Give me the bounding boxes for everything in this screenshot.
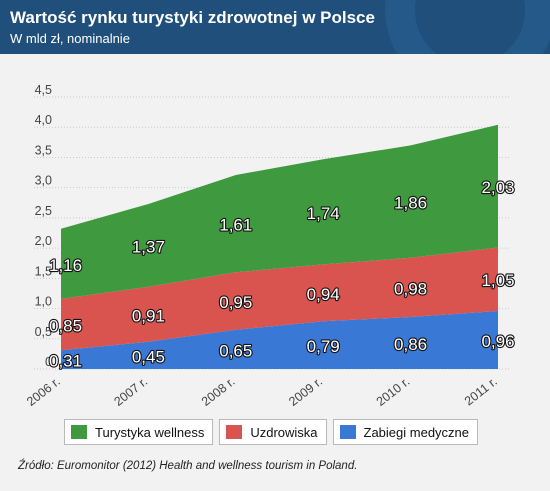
y-tick-label: 2,5 (35, 204, 52, 218)
data-label: 0,98 (394, 279, 427, 298)
data-label: 0,65 (219, 341, 252, 360)
x-tick-label: 2009 r. (286, 374, 325, 409)
header-decoration (385, 0, 550, 54)
chart-legend: Turystyka wellness Uzdrowiska Zabiegi me… (64, 419, 479, 445)
data-label: 0,96 (481, 332, 514, 351)
legend-swatch-medical (339, 425, 356, 439)
data-label: 0,45 (132, 347, 165, 366)
legend-label-medical: Zabiegi medyczne (363, 424, 470, 440)
legend-swatch-spa (226, 425, 243, 439)
data-label: 1,37 (132, 237, 165, 256)
chart-header: Wartość rynku turystyki zdrowotnej w Pol… (0, 0, 550, 54)
data-label: 0,95 (219, 293, 252, 312)
data-label: 0,94 (307, 285, 340, 304)
data-label: 0,85 (49, 317, 82, 336)
data-label: 0,31 (49, 352, 82, 371)
legend-swatch-wellness (71, 425, 87, 439)
data-label: 1,61 (219, 216, 252, 235)
data-label: 2,03 (481, 178, 514, 197)
y-tick-label: 3,0 (35, 174, 52, 188)
legend-item-wellness: Turystyka wellness (64, 419, 214, 445)
data-label: 1,05 (481, 271, 514, 290)
y-tick-label: 1,5 (35, 264, 52, 278)
data-label: 1,74 (307, 204, 340, 223)
data-label: 0,79 (307, 337, 340, 356)
data-label: 1,86 (394, 194, 427, 213)
y-tick-label: 1,0 (35, 295, 52, 309)
legend-item-spa: Uzdrowiska (219, 419, 327, 445)
x-tick-label: 2010 r. (374, 374, 413, 409)
y-tick-label: 4,0 (35, 113, 52, 127)
legend-label-wellness: Turystyka wellness (95, 424, 205, 440)
area-zabiegi-medyczne (61, 310, 498, 369)
y-tick-label: 0,5 (35, 325, 52, 339)
y-tick-label: 0 (45, 355, 52, 369)
chart-subtitle: W mld zł, nominalnie (10, 31, 130, 46)
legend-label-spa: Uzdrowiska (250, 424, 318, 440)
legend-item-medical: Zabiegi medyczne (332, 419, 479, 445)
y-tick-label: 3,5 (35, 143, 52, 157)
area-uzdrowiska (61, 247, 498, 351)
x-tick-label: 2008 r. (199, 374, 238, 409)
chart-title: Wartość rynku turystyki zdrowotnej w Pol… (10, 8, 375, 27)
data-label: 0,91 (132, 306, 165, 325)
y-tick-label: 2,0 (35, 234, 52, 248)
y-tick-label: 4,5 (35, 83, 52, 97)
x-tick-label: 2011 r. (462, 374, 500, 408)
source-note: Źródło: Euromonitor (2012) Health and we… (18, 460, 358, 472)
x-tick-label: 2006 r. (24, 374, 63, 409)
area-chart: 0 0,5 1,0 1,5 2,0 2,5 3,0 3,5 4,0 4,5 0,31 0,45 0,65… (24, 83, 516, 409)
data-label: 0,86 (394, 335, 427, 354)
data-label: 1,16 (49, 256, 82, 275)
area-turystyka-wellness (61, 124, 498, 299)
x-tick-label: 2007 r. (111, 374, 150, 409)
